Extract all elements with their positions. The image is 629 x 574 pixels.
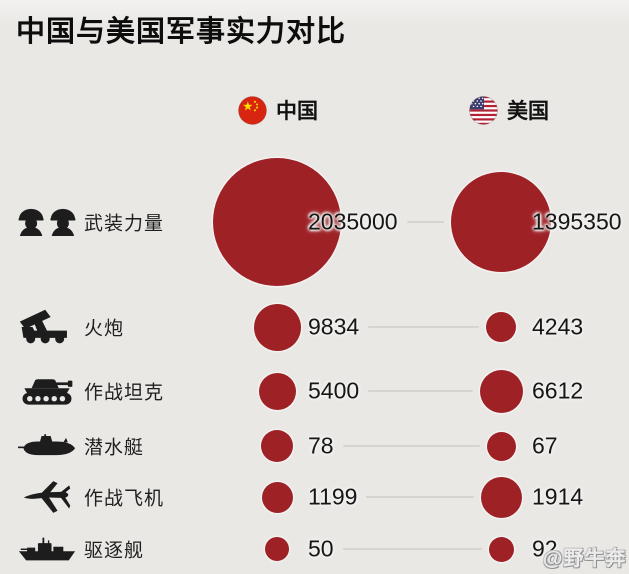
connector-line	[407, 221, 444, 223]
usa-bubble	[486, 431, 516, 461]
column-name-usa: 美国	[507, 100, 549, 123]
china-bubble	[265, 537, 289, 561]
usa-value: 4243	[532, 313, 584, 340]
china-flag-icon	[238, 96, 267, 125]
connector-line	[366, 496, 474, 498]
column-name-china: 中国	[276, 100, 318, 123]
tank-icon	[16, 369, 78, 413]
usa-bubble	[480, 476, 522, 518]
page-title: 中国与美国军事实力对比	[16, 16, 347, 48]
china-bubble	[261, 430, 293, 462]
category-label: 武装力量	[84, 213, 165, 235]
china-bubble	[253, 303, 301, 351]
china-value: 78	[308, 432, 334, 459]
china-bubble	[213, 158, 341, 286]
connector-line	[368, 390, 473, 392]
usa-value: 67	[532, 432, 558, 459]
usa-value: 1914	[532, 483, 584, 510]
china-value: 5400	[308, 377, 360, 404]
china-value: 50	[308, 535, 334, 562]
usa-flag-icon	[469, 96, 498, 125]
watermark: @野牛奔	[543, 548, 627, 570]
category-label: 作战飞机	[84, 488, 165, 510]
rocket-artillery-icon	[16, 305, 78, 349]
china-value: 1199	[308, 483, 358, 510]
usa-bubble	[479, 369, 523, 413]
usa-bubble	[486, 312, 516, 342]
usa-bubble	[488, 536, 514, 562]
china-bubble	[261, 481, 293, 513]
fighter-jet-icon	[16, 475, 78, 519]
category-label: 作战坦克	[84, 382, 165, 404]
usa-value: 92	[532, 535, 558, 562]
category-label: 潜水艇	[84, 437, 145, 459]
connector-line	[343, 445, 480, 447]
usa-value: 6612	[532, 377, 584, 404]
china-value: 2035000	[308, 208, 398, 235]
category-label: 火炮	[84, 318, 125, 340]
destroyer-icon	[16, 527, 78, 571]
submarine-icon	[16, 424, 78, 468]
usa-bubble	[451, 172, 551, 272]
soldiers-icon	[16, 200, 78, 244]
china-value: 9834	[308, 313, 360, 340]
connector-line	[343, 548, 482, 550]
connector-line	[368, 326, 479, 328]
usa-value: 1395350	[532, 208, 622, 235]
china-bubble	[258, 372, 296, 410]
category-label: 驱逐舰	[84, 540, 145, 562]
